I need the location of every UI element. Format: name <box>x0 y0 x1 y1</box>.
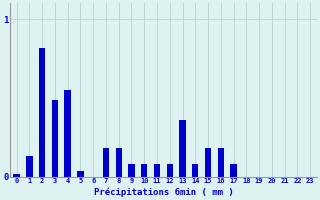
Bar <box>230 164 237 177</box>
Bar <box>179 120 186 177</box>
Bar <box>205 148 211 177</box>
Bar <box>167 164 173 177</box>
Bar <box>154 164 160 177</box>
Bar <box>52 100 58 177</box>
Bar <box>192 164 198 177</box>
Bar <box>13 174 20 177</box>
Bar <box>116 148 122 177</box>
Bar <box>39 48 45 177</box>
Bar <box>64 90 71 177</box>
Bar <box>141 164 148 177</box>
Bar <box>77 171 84 177</box>
Bar <box>128 164 135 177</box>
Bar <box>103 148 109 177</box>
Bar <box>26 156 33 177</box>
X-axis label: Précipitations 6min ( mm ): Précipitations 6min ( mm ) <box>93 187 233 197</box>
Bar <box>218 148 224 177</box>
